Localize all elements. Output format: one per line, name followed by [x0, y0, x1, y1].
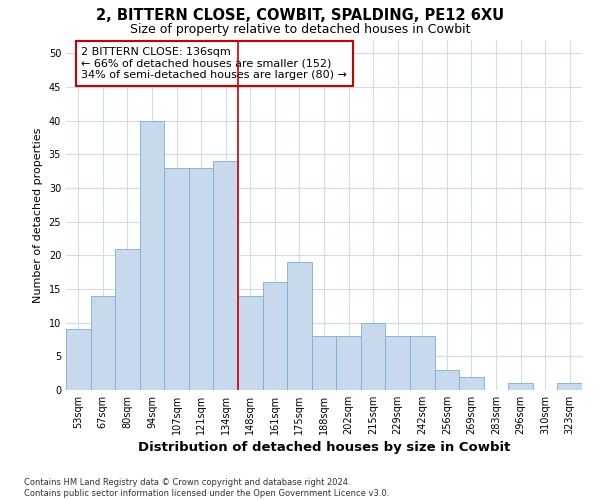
Bar — [287, 262, 312, 390]
Bar — [410, 336, 434, 390]
Bar — [214, 161, 238, 390]
Bar — [459, 376, 484, 390]
Bar — [140, 121, 164, 390]
Y-axis label: Number of detached properties: Number of detached properties — [33, 128, 43, 302]
Bar — [189, 168, 214, 390]
Bar — [238, 296, 263, 390]
Bar — [164, 168, 189, 390]
Bar — [385, 336, 410, 390]
Bar — [361, 322, 385, 390]
Bar — [312, 336, 336, 390]
Text: 2, BITTERN CLOSE, COWBIT, SPALDING, PE12 6XU: 2, BITTERN CLOSE, COWBIT, SPALDING, PE12… — [96, 8, 504, 22]
Bar — [336, 336, 361, 390]
X-axis label: Distribution of detached houses by size in Cowbit: Distribution of detached houses by size … — [138, 441, 510, 454]
Text: Contains HM Land Registry data © Crown copyright and database right 2024.
Contai: Contains HM Land Registry data © Crown c… — [24, 478, 389, 498]
Bar — [66, 330, 91, 390]
Bar — [115, 248, 140, 390]
Bar — [508, 384, 533, 390]
Bar — [557, 384, 582, 390]
Text: Size of property relative to detached houses in Cowbit: Size of property relative to detached ho… — [130, 22, 470, 36]
Text: 2 BITTERN CLOSE: 136sqm
← 66% of detached houses are smaller (152)
34% of semi-d: 2 BITTERN CLOSE: 136sqm ← 66% of detache… — [82, 47, 347, 80]
Bar — [91, 296, 115, 390]
Bar — [263, 282, 287, 390]
Bar — [434, 370, 459, 390]
